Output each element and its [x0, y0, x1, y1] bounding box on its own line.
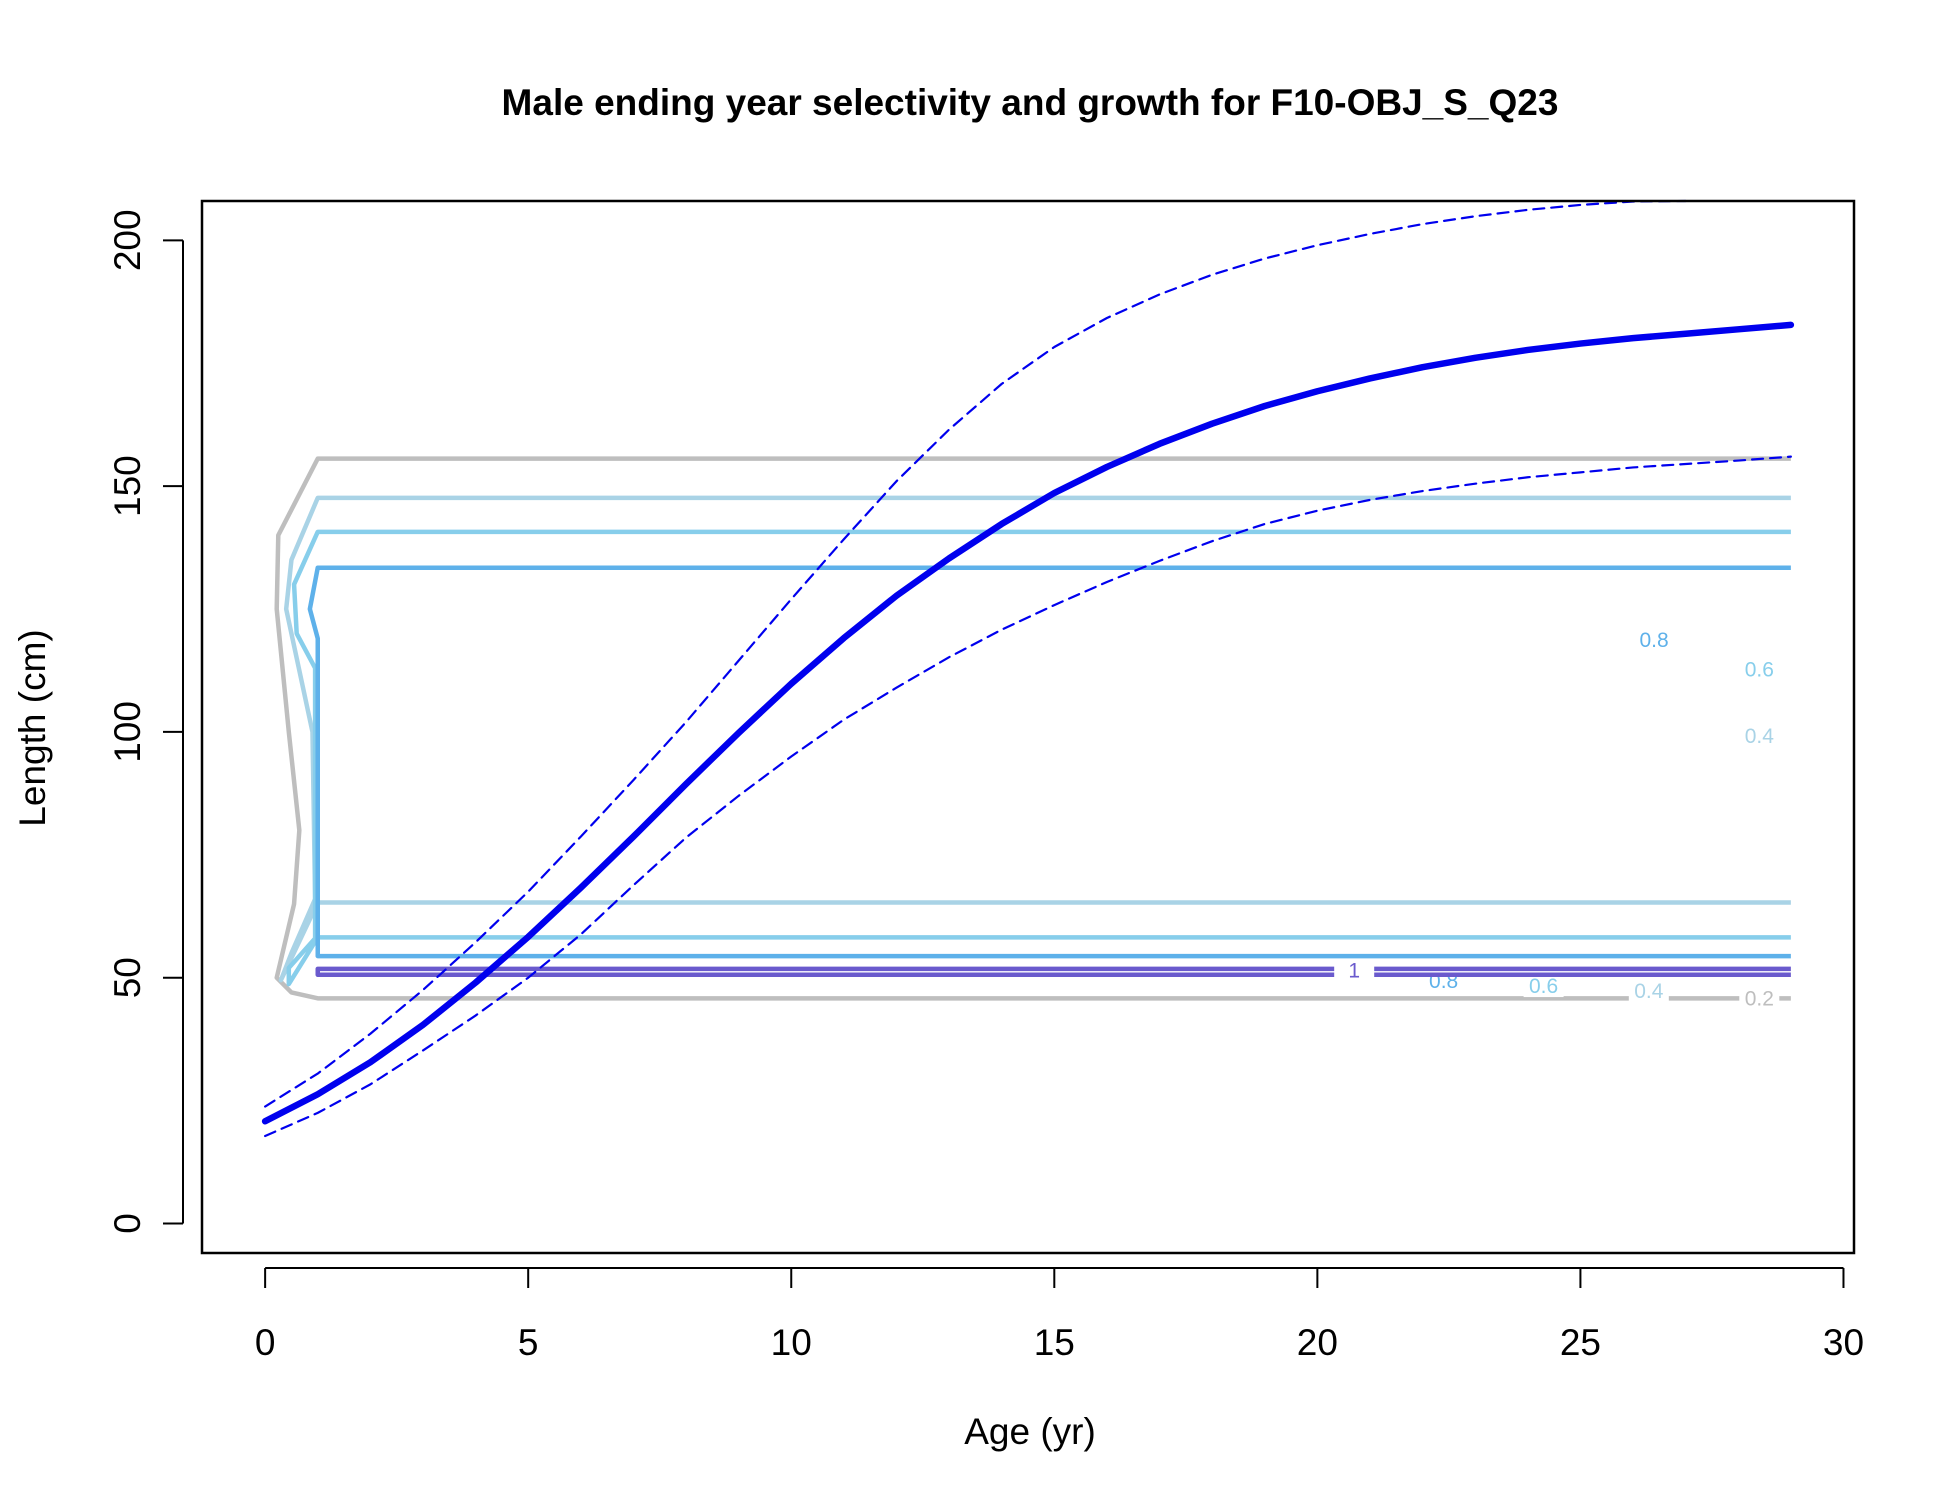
- x-tick-label-0: 0: [255, 1322, 276, 1363]
- y-tick-label-4: 200: [107, 209, 148, 271]
- contour-label-2-0: 0.6: [1745, 658, 1774, 681]
- y-tick-label-1: 50: [107, 957, 148, 998]
- x-tick-label-6: 30: [1823, 1322, 1864, 1363]
- contour-label-gap-3-0: [1634, 628, 1675, 651]
- contour-label-1-1: 0.4: [1634, 980, 1664, 1003]
- x-tick-label-4: 20: [1297, 1322, 1338, 1363]
- y-tick-label-2: 100: [107, 701, 148, 763]
- contour-line-3: [307, 565, 1791, 959]
- contour-line-2: [286, 529, 1791, 987]
- contour-label-2-1: 0.6: [1529, 975, 1558, 998]
- contour-label-gap-4-0: [1334, 959, 1375, 982]
- series-mean: [261, 321, 1795, 1125]
- contour-label-4-0: 1: [1348, 959, 1360, 982]
- x-tick-label-5: 25: [1560, 1322, 1601, 1363]
- series-lower-interval: [264, 455, 1792, 1138]
- contour-label-gap-2-1: [1523, 975, 1564, 998]
- y-tick-label-0: 0: [107, 1213, 148, 1234]
- x-tick-label-2: 10: [771, 1322, 812, 1363]
- y-tick-label-3: 150: [107, 455, 148, 517]
- selectivity-contours: 0.20.40.40.60.60.80.81: [274, 456, 1791, 1010]
- x-tick-label-1: 5: [518, 1322, 539, 1363]
- x-tick-label-3: 15: [1034, 1322, 1075, 1363]
- growth-curves: [261, 199, 1795, 1138]
- contour-label-gap-2-0: [1739, 658, 1780, 681]
- contour-line-4: [315, 966, 1791, 978]
- contour-line-1: [278, 495, 1791, 983]
- contour-label-1-0: 0.4: [1745, 725, 1775, 748]
- x-axis-label: Age (yr): [964, 1411, 1096, 1452]
- x-axis: 0 5 10 15 20 25 30: [255, 1267, 1864, 1363]
- contour-label-gap-1-1: [1628, 979, 1669, 1002]
- plot-frame: [200, 199, 1856, 1255]
- contour-label-0-0: 0.2: [1745, 987, 1774, 1010]
- contour-label-3-0: 0.8: [1639, 629, 1668, 652]
- y-axis: 0 50 100 150 200: [107, 209, 184, 1234]
- contour-label-gap-0-0: [1739, 987, 1780, 1010]
- contour-label-gap-1-0: [1739, 724, 1780, 747]
- series-upper-interval: [264, 199, 1687, 1108]
- chart-title: Male ending year selectivity and growth …: [502, 82, 1559, 123]
- contour-line-0: [274, 456, 1791, 1001]
- y-axis-label: Length (cm): [12, 629, 53, 826]
